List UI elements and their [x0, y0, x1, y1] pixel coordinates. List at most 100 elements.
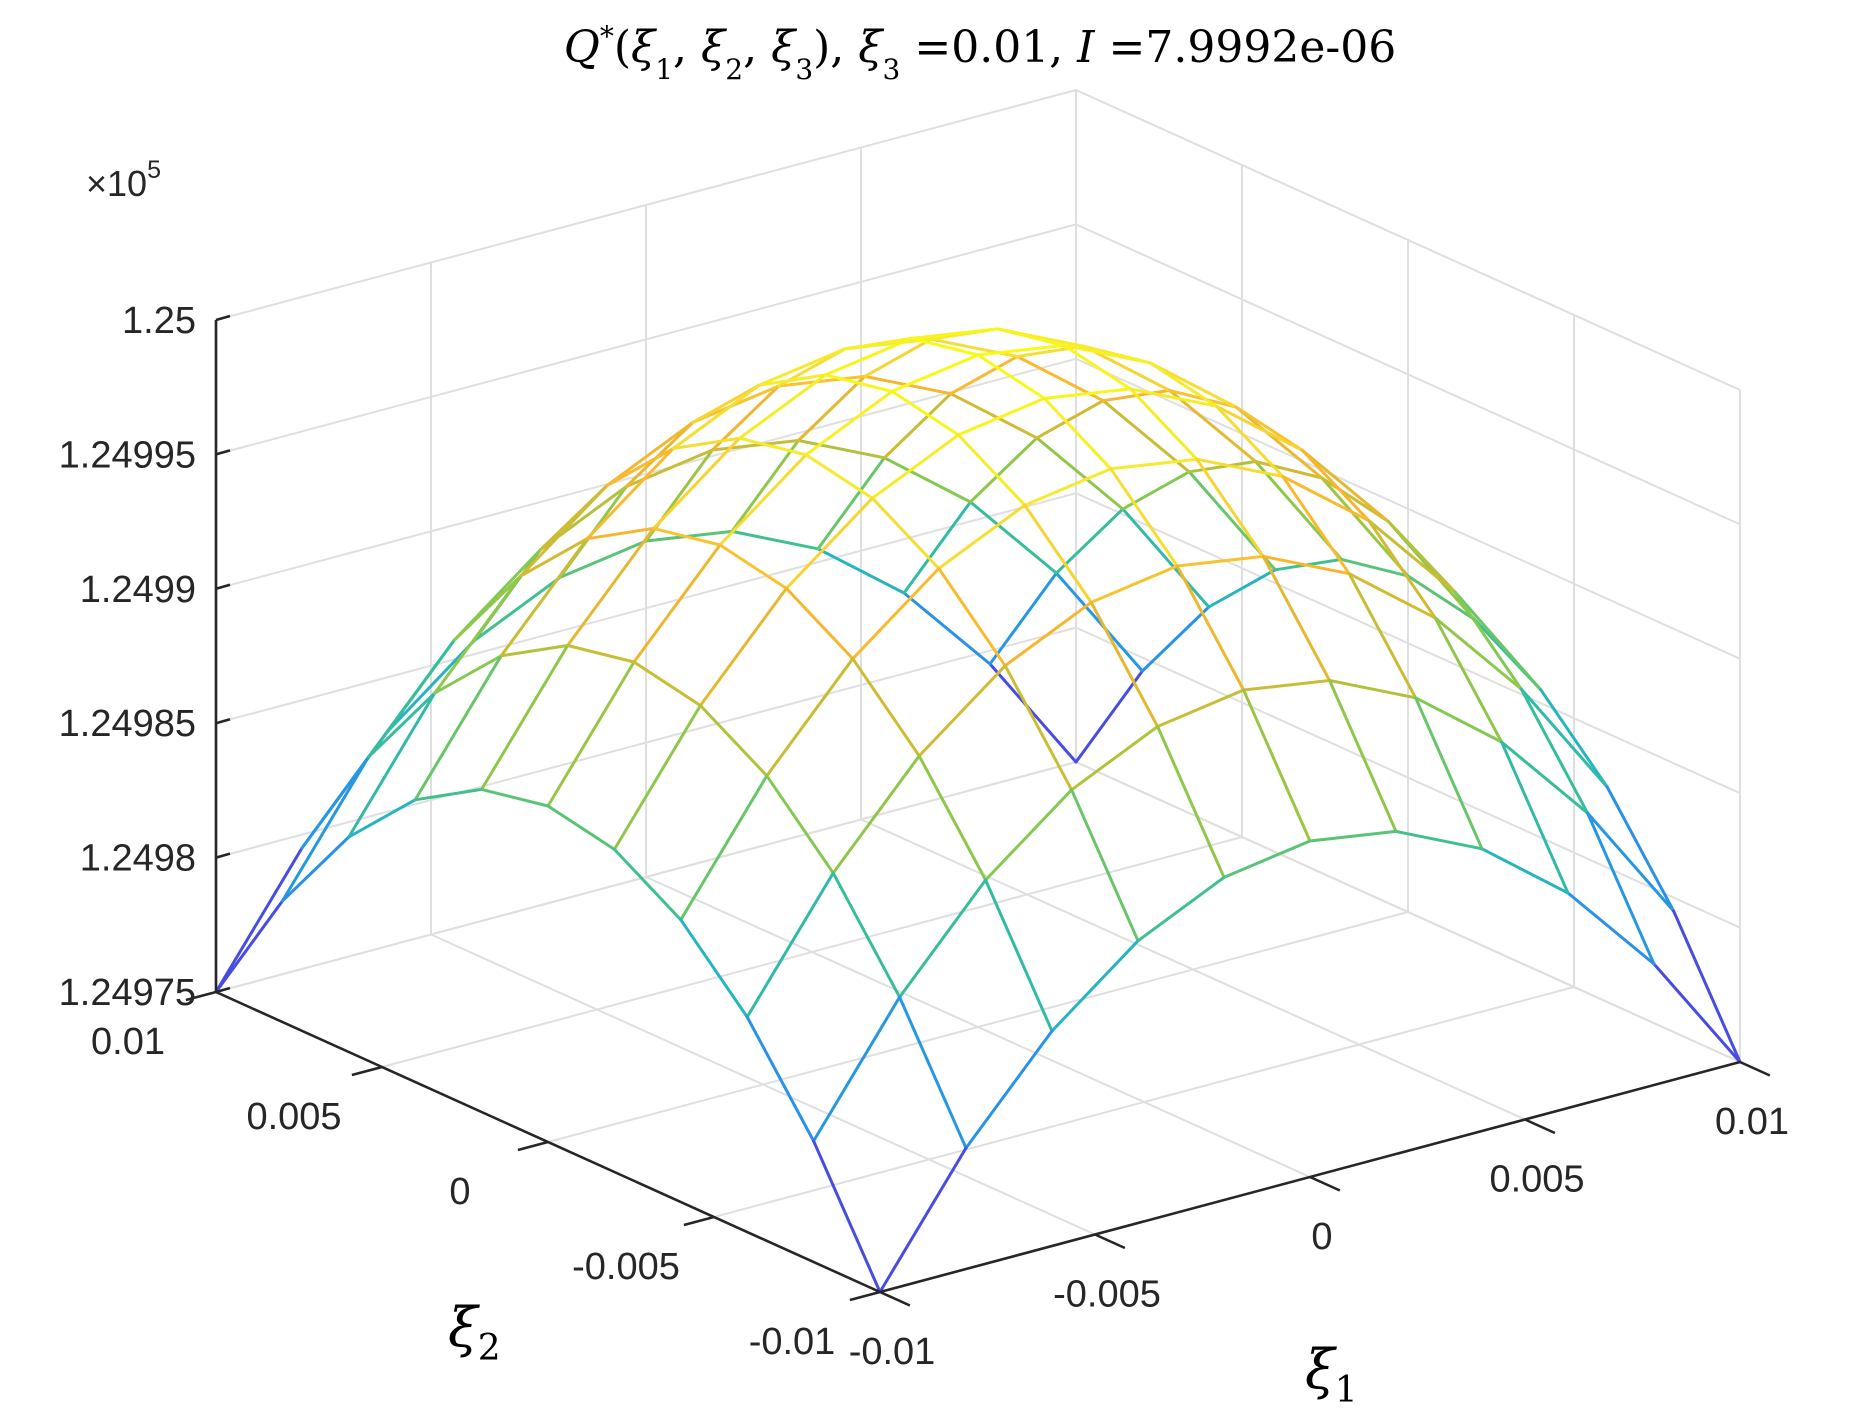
surface-mesh-segment [816, 456, 886, 551]
surface-mesh-segment [988, 571, 1058, 666]
z-axis-tick-label: 1.24985 [59, 703, 196, 745]
surface-mesh-segment [1519, 687, 1590, 815]
surface-mesh-segment [804, 453, 874, 500]
surface-mesh-segment [890, 389, 960, 437]
surface-mesh-segment [1367, 519, 1457, 594]
surface-mesh-segment [890, 353, 980, 393]
surface-mesh-segment [386, 639, 476, 733]
y-axis-tick-label: 0.01 [91, 1021, 165, 1063]
grid-line-sidewall-z [1075, 626, 1741, 929]
surface-mesh-segment [976, 353, 1046, 400]
surface-mesh-segment [1328, 679, 1398, 833]
surface-mesh-segment [499, 644, 570, 658]
surface-mesh-segment [1214, 404, 1285, 478]
y-axis-tick [351, 1065, 383, 1077]
surface-mesh-segment [1300, 448, 1371, 523]
surface-mesh-segment [831, 754, 921, 875]
grid-line-floor-y [381, 836, 1243, 1068]
surface-mesh-segment [499, 537, 589, 658]
surface-mesh-segment [1242, 679, 1332, 692]
surface-mesh-segment [1128, 387, 1199, 461]
surface-mesh-segment [585, 447, 675, 541]
surface-mesh-segment [1035, 399, 1105, 440]
surface-mesh-segment [632, 660, 702, 707]
surface-mesh-segment [671, 383, 761, 450]
surface-mesh-segment [546, 804, 616, 851]
surface-mesh-segment [902, 500, 972, 595]
surface-mesh-segment [1605, 785, 1676, 913]
surface-mesh-segment [566, 526, 656, 647]
surface-mesh-segment [433, 654, 503, 695]
x-axis-tick-label: -0.01 [849, 1331, 936, 1373]
surface-mesh-segment [1195, 457, 1285, 478]
grid-line-sidewall-z [1075, 492, 1741, 795]
surface-mesh-segment [652, 526, 722, 547]
surface-mesh-segment [1300, 448, 1390, 523]
surface-mesh-segment [1175, 564, 1246, 692]
surface-mesh-segment [1121, 507, 1211, 609]
surface-mesh-segment [816, 547, 906, 595]
surface-mesh-segment [632, 543, 722, 664]
surface-mesh-segment [730, 439, 800, 533]
surface-mesh-segment [1089, 600, 1160, 728]
surface-mesh-segment [1148, 361, 1218, 408]
surface-mesh-segment [1586, 811, 1676, 913]
surface-mesh-segment [1254, 460, 1324, 480]
y-axis-tick-label: -0.01 [749, 1321, 836, 1363]
surface-mesh-segment [347, 691, 437, 839]
z-axis-tick-label: 1.24975 [59, 972, 196, 1014]
surface-mesh-segment [1652, 962, 1742, 1064]
surface-mesh-segment [1148, 361, 1238, 409]
surface-mesh-segment [480, 644, 570, 791]
surface-mesh-segment [472, 575, 562, 643]
surface-mesh-segment [280, 835, 351, 903]
z-axis-tick [215, 986, 231, 994]
surface-mesh-segment [1074, 669, 1144, 764]
surface-mesh-segment [745, 1015, 816, 1143]
grid-line-sidewall-z [1075, 357, 1741, 660]
x-axis-tick-label: 0.005 [1489, 1159, 1584, 1201]
surface-mesh-segment [1261, 554, 1351, 576]
surface-mesh-segment [1070, 725, 1160, 792]
surface-mesh-segment [937, 567, 1007, 668]
surface-mesh-segment [679, 918, 749, 1019]
surface-mesh-segment [730, 529, 820, 551]
surface-mesh-segment [812, 1139, 882, 1294]
surface-mesh-segment [956, 433, 1027, 507]
surface-mesh-segment [1500, 740, 1570, 895]
surface-mesh-segment [280, 755, 370, 903]
surface-mesh-segment [784, 586, 855, 661]
surface-mesh-segment [910, 336, 980, 357]
z-axis-tick-label: 1.2498 [80, 838, 196, 880]
surface-mesh-segment [1023, 467, 1113, 507]
surface-mesh-segment [738, 436, 808, 457]
surface-mesh-segment [898, 878, 988, 999]
surface-mesh-segment [765, 657, 855, 778]
grid-line-sidewall-z [1075, 761, 1741, 1063]
surface-mesh-segment [1214, 404, 1304, 452]
surface-mesh-segment [1042, 387, 1132, 400]
surface-mesh-segment [804, 389, 894, 457]
x-axis-tick-label: 0.01 [1715, 1101, 1789, 1143]
surface-mesh-segment [757, 347, 847, 387]
surface-mesh-segment [652, 436, 742, 530]
surface-mesh-segment [718, 453, 808, 547]
grid-line-backwall-z [215, 761, 1077, 993]
surface-mesh-segment [1414, 696, 1484, 851]
axes-frame [185, 314, 1771, 1307]
surface-mesh-segment [1050, 939, 1140, 1033]
surface-mesh-segment [347, 798, 417, 839]
chart-title: Q*(ξ1, ξ2, ξ3), ξ3 =0.01, I =7.9992e-06 [564, 20, 1397, 86]
x-axis-tick [1094, 1233, 1126, 1250]
surface-mesh-segment [984, 878, 1054, 1033]
surface-mesh-segment [738, 373, 828, 440]
surface-mesh-segment [1128, 387, 1218, 408]
surface-mesh-segment [1453, 590, 1543, 692]
surface-mesh-segment [300, 755, 370, 850]
surface-mesh-segment [777, 374, 867, 388]
surface-mesh-segment [612, 847, 683, 922]
x-axis-tick [1524, 1118, 1556, 1135]
grid-line-backwall-z [215, 492, 1077, 725]
surface-mesh-segment [1070, 788, 1140, 943]
surface-mesh-segment [433, 574, 523, 695]
